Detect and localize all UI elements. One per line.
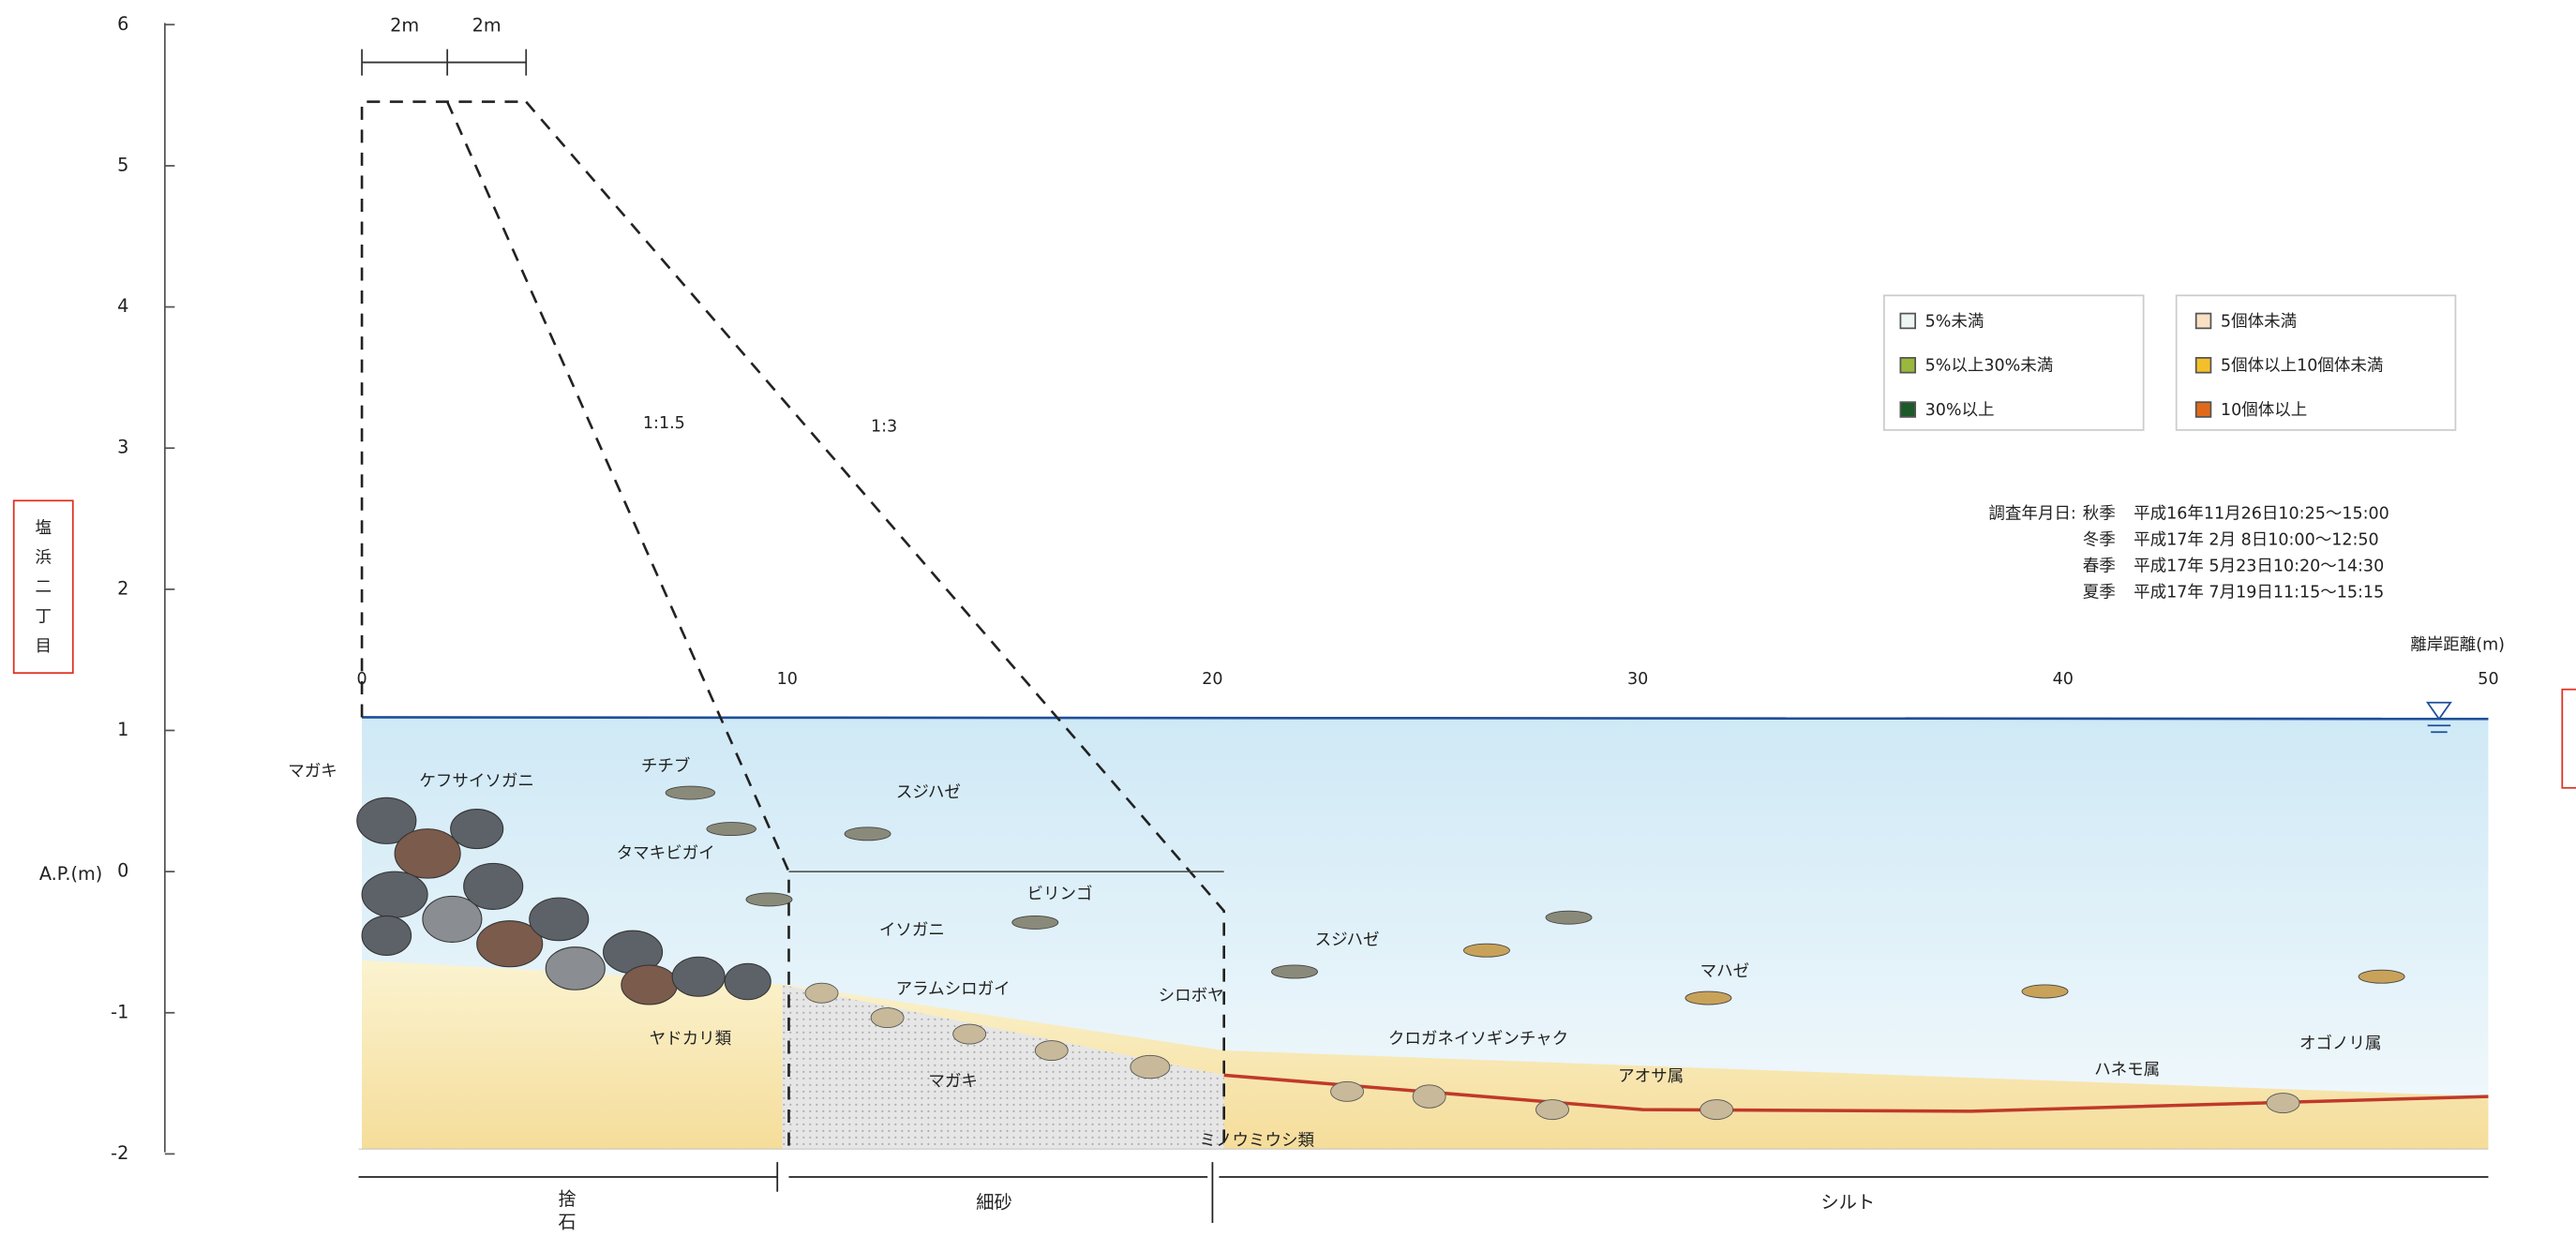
legend-label: 10個体以上 [2221, 401, 2307, 420]
y-tick-label: 2 [117, 577, 128, 599]
y-tick-label: -2 [111, 1142, 128, 1164]
survey-season: 春季 [2083, 557, 2116, 575]
species-label: スジハゼ [1315, 931, 1380, 950]
y-tick-label: 0 [117, 860, 128, 882]
x-tick-label: 0 [356, 670, 367, 689]
survey-season: 冬季 [2083, 530, 2116, 549]
legend-swatch [1899, 401, 1917, 418]
legend-swatch [2194, 312, 2212, 330]
species-label: ケフサイソガニ [419, 772, 534, 791]
legend-swatch [1899, 312, 1917, 330]
water-line [362, 716, 2489, 721]
survey-date: 平成17年 5月23日10:20～14:30 [2134, 557, 2384, 575]
sediment-label: シルト [1820, 1191, 1875, 1213]
x-tick-label: 40 [2053, 670, 2074, 689]
species-label: ビリンゴ [1027, 885, 1093, 904]
survey-date: 平成16年11月26日10:25～15:00 [2134, 504, 2389, 523]
species-label: ヤドカリ類 [650, 1030, 732, 1049]
y-tick-label: 4 [117, 295, 128, 317]
sediment-label: 石 [558, 1211, 576, 1232]
site-label-char: 目 [35, 637, 52, 656]
y-tick-label: -1 [111, 1001, 128, 1022]
site-box [12, 499, 74, 675]
species-label: ハネモ属 [2094, 1061, 2160, 1080]
slope-label: 1:1.5 [643, 414, 685, 433]
y-tick-label: 5 [117, 154, 128, 175]
survey-date: 平成17年 2月 8日10:00～12:50 [2134, 530, 2379, 549]
legend-count-box [2175, 294, 2457, 431]
species-label: スジハゼ [896, 783, 961, 802]
site-label-char: 二 [35, 578, 52, 597]
legend-label: 30%以上 [1925, 401, 1995, 420]
species-label: マガキ [288, 762, 337, 781]
legend-label: 5%未満 [1925, 312, 1984, 331]
sediment-arrows [358, 1162, 2489, 1223]
legend-label: 5%以上30%未満 [1925, 357, 2054, 376]
species-label: アオサ属 [1618, 1067, 1684, 1086]
x-tick-label: 50 [2478, 670, 2498, 689]
x-tick-label: 20 [1202, 670, 1222, 689]
shells [804, 982, 2300, 1121]
sediment-label: 細砂 [976, 1191, 1012, 1213]
legend-swatch [2194, 356, 2212, 374]
survey-date: 平成17年 7月19日11:15～15:15 [2134, 583, 2384, 602]
fish [665, 785, 2405, 1005]
site-label-char: 塩 [35, 519, 52, 538]
structure-outline [360, 100, 1225, 1150]
species-label: マハゼ [1700, 962, 1749, 981]
survey-season: 夏季 [2083, 583, 2116, 602]
species-label: シロボヤ [1159, 987, 1224, 1005]
survey-season: 秋季 [2083, 504, 2116, 523]
survey-label: 調査年月日: [1988, 504, 2075, 523]
slope-label: 1:3 [871, 417, 897, 436]
cut-site-box [2561, 688, 2576, 789]
site-label-char: 浜 [35, 549, 52, 568]
dimension-label: 2m [390, 15, 419, 37]
x-tick-label: 30 [1627, 670, 1648, 689]
species-label: タマキビガイ [617, 844, 715, 863]
species-label: ミノウミウシ類 [1199, 1131, 1314, 1150]
y-tick-label: 1 [117, 719, 128, 740]
water-level-symbol [2425, 701, 2452, 734]
site-label-char: 丁 [35, 608, 52, 627]
species-label: クロガネイソギンチャク [1388, 1030, 1568, 1049]
legend-swatch [1899, 356, 1917, 374]
y-tick-label: 6 [117, 13, 128, 35]
legend-label: 5個体以上10個体未満 [2221, 357, 2383, 376]
y-tick-label: 3 [117, 437, 128, 458]
legend-swatch [2194, 401, 2212, 418]
dimension-lines [361, 49, 528, 76]
legend-cover-box [1882, 294, 2145, 431]
dimension-label: 2m [472, 15, 502, 37]
species-label: マガキ [928, 1072, 978, 1091]
y-axis-label: A.P.(m) [39, 863, 102, 885]
species-label: イソガニ [879, 921, 945, 940]
legend-label: 5個体未満 [2221, 312, 2297, 331]
rubble [356, 797, 771, 1005]
species-label: オゴノリ属 [2299, 1034, 2382, 1053]
sediment-label: 捨 [558, 1188, 576, 1210]
species-label: チチブ [641, 756, 691, 776]
species-label: アラムシロガイ [896, 980, 1011, 999]
x-tick-label: 10 [777, 670, 798, 689]
x-axis-label: 離岸距離(m) [2410, 635, 2505, 654]
